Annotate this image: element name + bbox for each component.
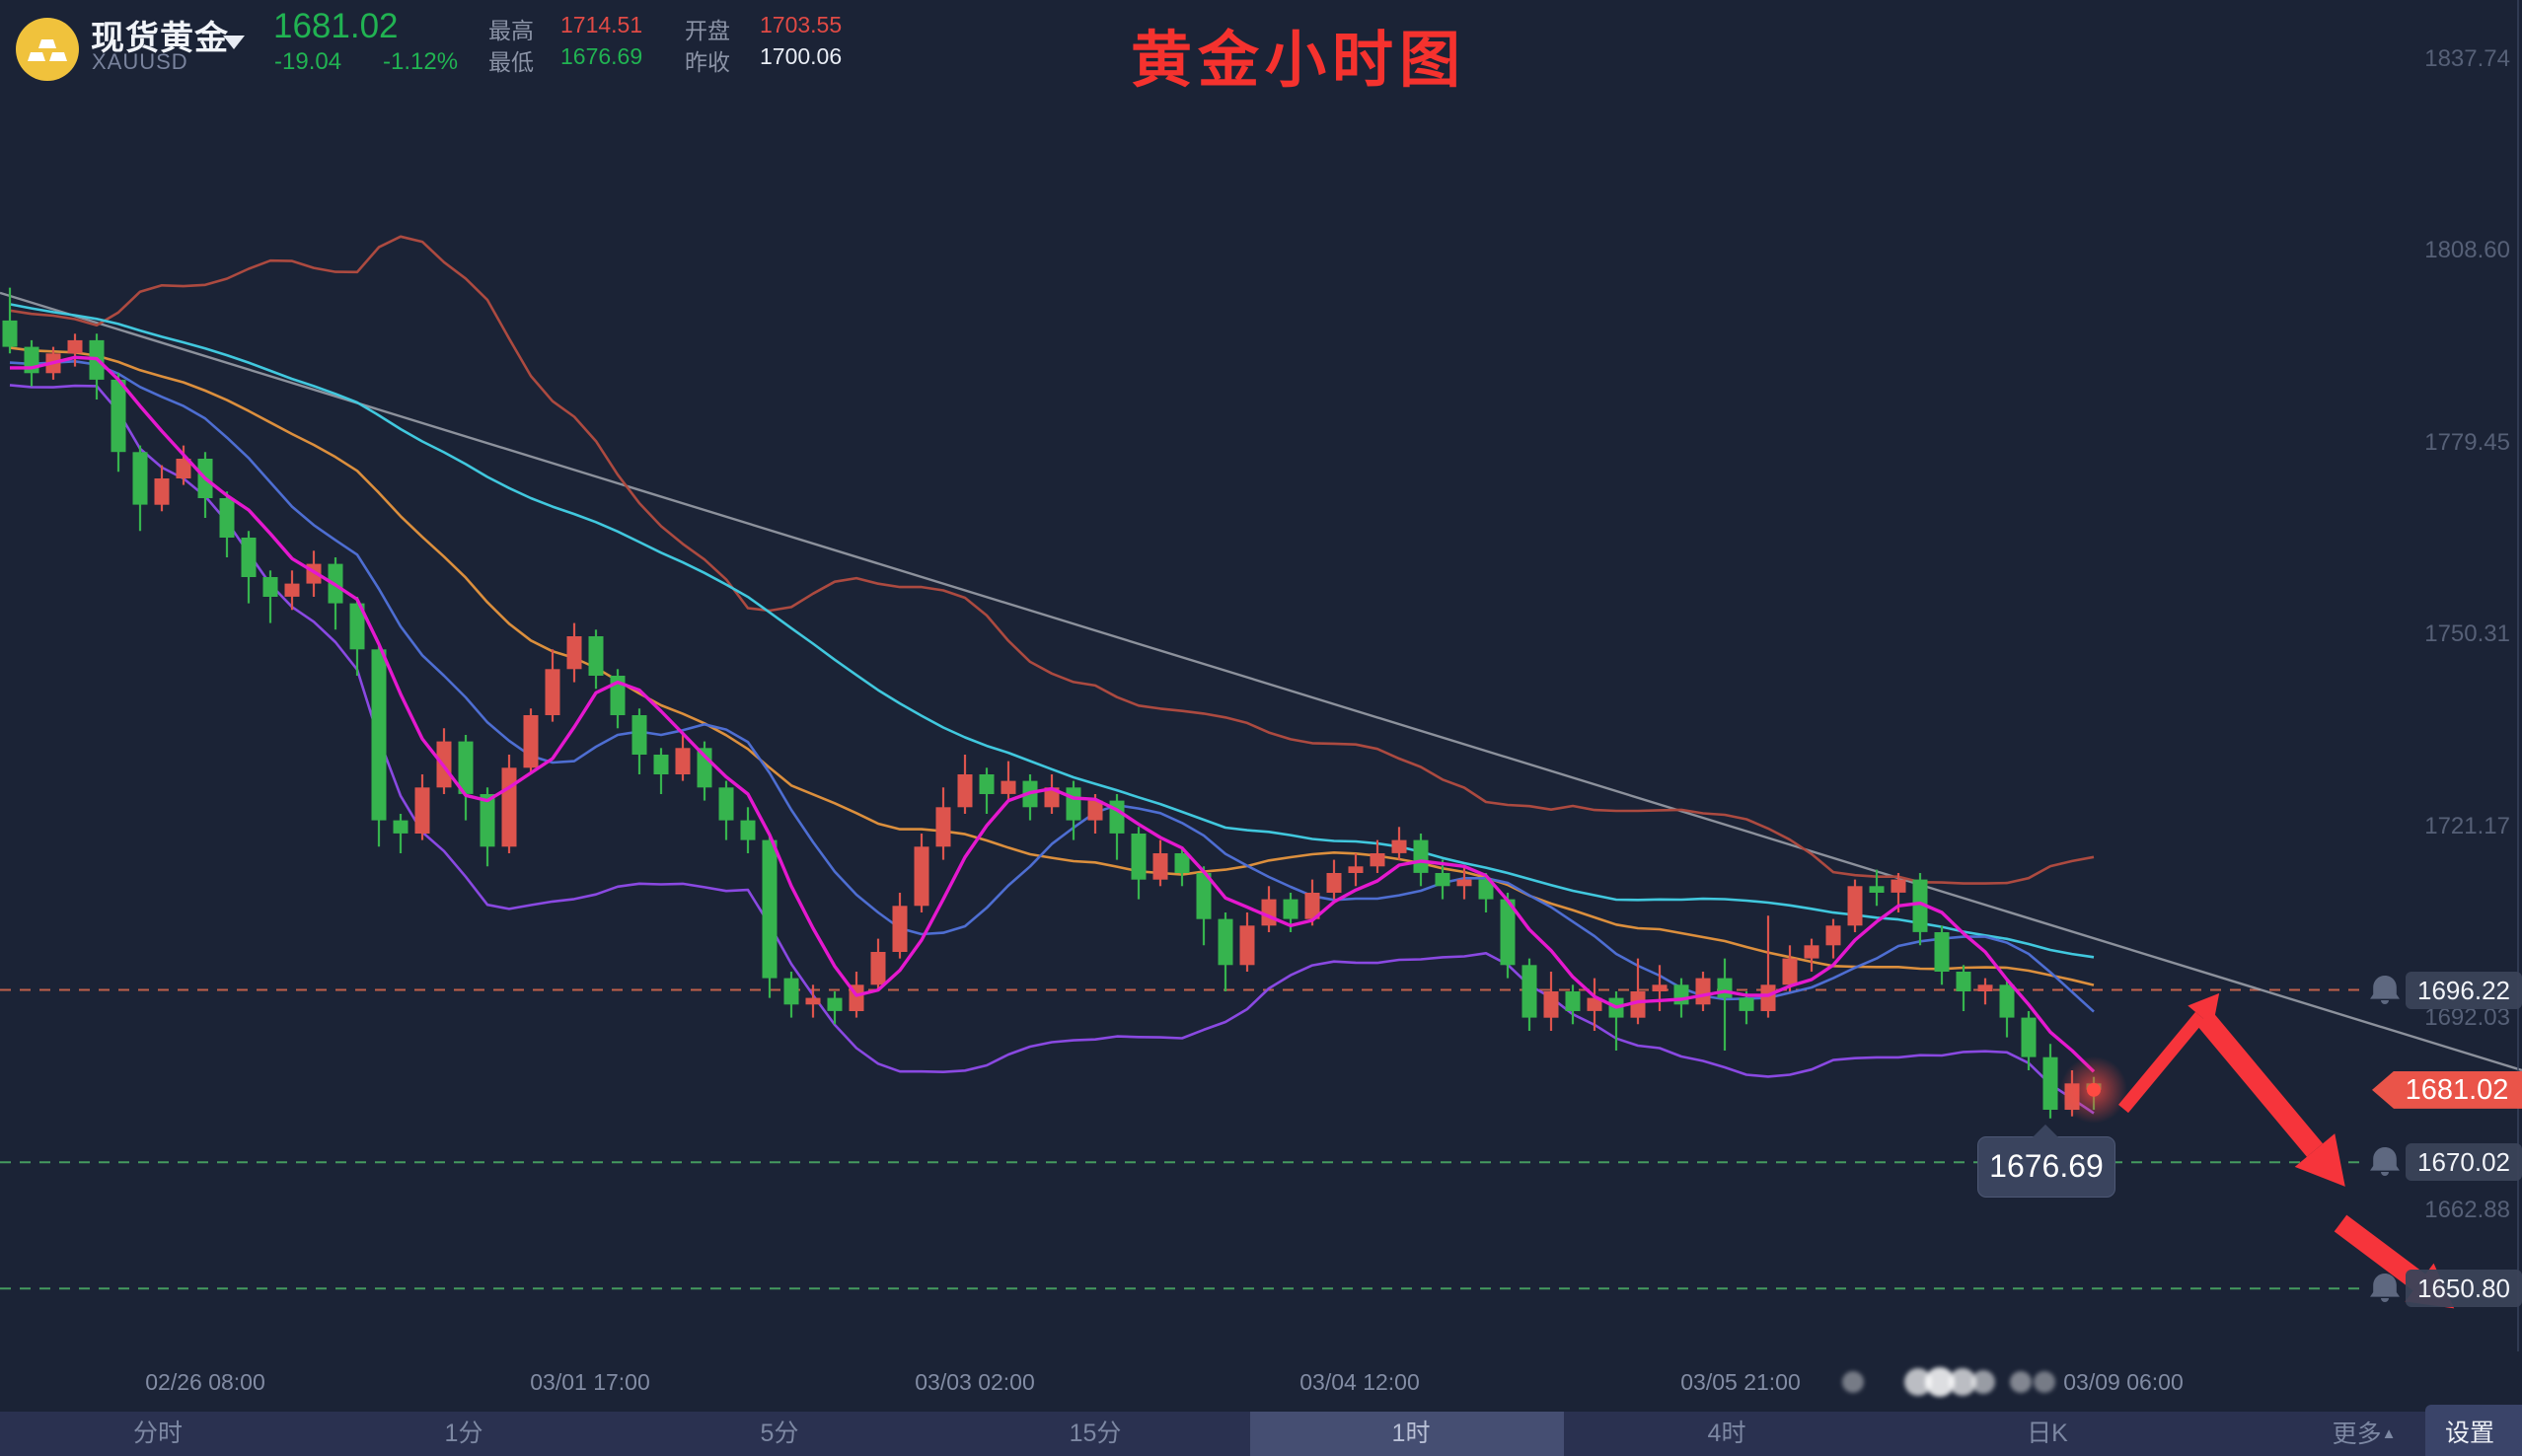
alert-price-label[interactable]: 1650.80 — [2406, 1270, 2522, 1308]
price-axis-label: 1779.45 — [2424, 429, 2510, 456]
time-axis-label: 03/09 06:00 — [2063, 1369, 2184, 1395]
time-axis-label: 03/04 12:00 — [1299, 1369, 1420, 1395]
indicator-BOLL-lower — [9, 384, 2095, 1115]
annotation-arrows — [2117, 992, 2455, 1309]
watermark-dot — [2010, 1371, 2032, 1393]
more-button[interactable]: 更多▲ — [2332, 1420, 2397, 1448]
chevron-down-icon[interactable] — [223, 36, 245, 49]
time-axis-label: 02/26 08:00 — [145, 1369, 265, 1395]
stat-prevclose-value: 1700.06 — [760, 43, 843, 69]
current-price-dot — [2060, 1056, 2127, 1124]
alert-price-label[interactable]: 1670.02 — [2406, 1143, 2522, 1182]
indicator-MA40 — [9, 303, 2095, 959]
price-change-pct: -1.12% — [383, 48, 459, 75]
price-axis-label: 1837.74 — [2424, 45, 2510, 72]
current-price-tag: 1681.02 — [2372, 1070, 2522, 1109]
stat-high-label: 最高 — [488, 18, 534, 43]
settings-button[interactable]: 设置 — [2444, 1420, 2495, 1447]
triangle-up-icon: ▲ — [2381, 1425, 2397, 1442]
price-axis-label: 1721.17 — [2424, 813, 2510, 839]
stat-low-value: 1676.69 — [560, 43, 643, 69]
timeframe-tab-1分[interactable]: 1分 — [444, 1420, 483, 1447]
ma-lines — [9, 235, 2095, 1115]
indicator-MA10 — [9, 360, 2095, 1013]
indicator-MA20 — [9, 346, 2095, 986]
trend-line — [0, 291, 2522, 1072]
alert-bell-icon[interactable] — [2368, 974, 2402, 1007]
selected-timeframe-highlight — [1250, 1412, 1564, 1456]
chart-annotation-title: 黄金小时图 — [1131, 27, 1467, 95]
timeframe-tab-4时[interactable]: 4时 — [1707, 1420, 1746, 1447]
stat-open-label: 开盘 — [685, 18, 730, 43]
stat-low-label: 最低 — [488, 49, 534, 75]
low-price-callout: 1676.69 — [1977, 1124, 2115, 1198]
price-axis-label: 1808.60 — [2424, 237, 2510, 263]
price-axis-label: 1662.88 — [2424, 1197, 2510, 1223]
alert-bell-icon[interactable] — [2368, 1145, 2402, 1179]
price-axis-label: 1750.31 — [2424, 620, 2510, 647]
timeframe-tab-1时[interactable]: 1时 — [1391, 1420, 1431, 1447]
timeframe-tab-5分[interactable]: 5分 — [760, 1420, 799, 1447]
stat-open-value: 1703.55 — [760, 12, 843, 37]
time-axis-label: 03/05 21:00 — [1680, 1369, 1801, 1395]
timeframe-tab-分时[interactable]: 分时 — [132, 1420, 184, 1447]
indicator-BOLL-upper — [9, 235, 2095, 885]
settings-tile — [2425, 1405, 2522, 1456]
price-change: -19.04 — [274, 48, 342, 75]
stat-high-value: 1714.51 — [560, 12, 643, 37]
last-price: 1681.02 — [273, 7, 399, 45]
watermark-dot — [2034, 1371, 2055, 1393]
timeframe-tab-15分[interactable]: 15分 — [1069, 1420, 1122, 1447]
time-axis-label: 03/01 17:00 — [530, 1369, 650, 1395]
watermark-dot — [1842, 1371, 1864, 1393]
indicator-MA5 — [10, 355, 2096, 1073]
symbol-name[interactable]: 现货黄金 — [91, 20, 229, 57]
timeframe-tab-日K[interactable]: 日K — [2027, 1420, 2068, 1447]
low-price-callout-value: 1676.69 — [1989, 1148, 2104, 1184]
symbol-code: XAUUSD — [92, 49, 188, 74]
alert-bell-icon[interactable] — [2368, 1272, 2402, 1305]
price-axis-label: 1692.03 — [2424, 1004, 2510, 1031]
gold-logo-icon — [16, 18, 79, 81]
alert-price-label[interactable]: 1696.22 — [2406, 971, 2522, 1009]
stat-prevclose-label: 昨收 — [685, 49, 730, 75]
watermark-dot — [1971, 1370, 1995, 1394]
time-axis-label: 03/03 02:00 — [915, 1369, 1035, 1395]
